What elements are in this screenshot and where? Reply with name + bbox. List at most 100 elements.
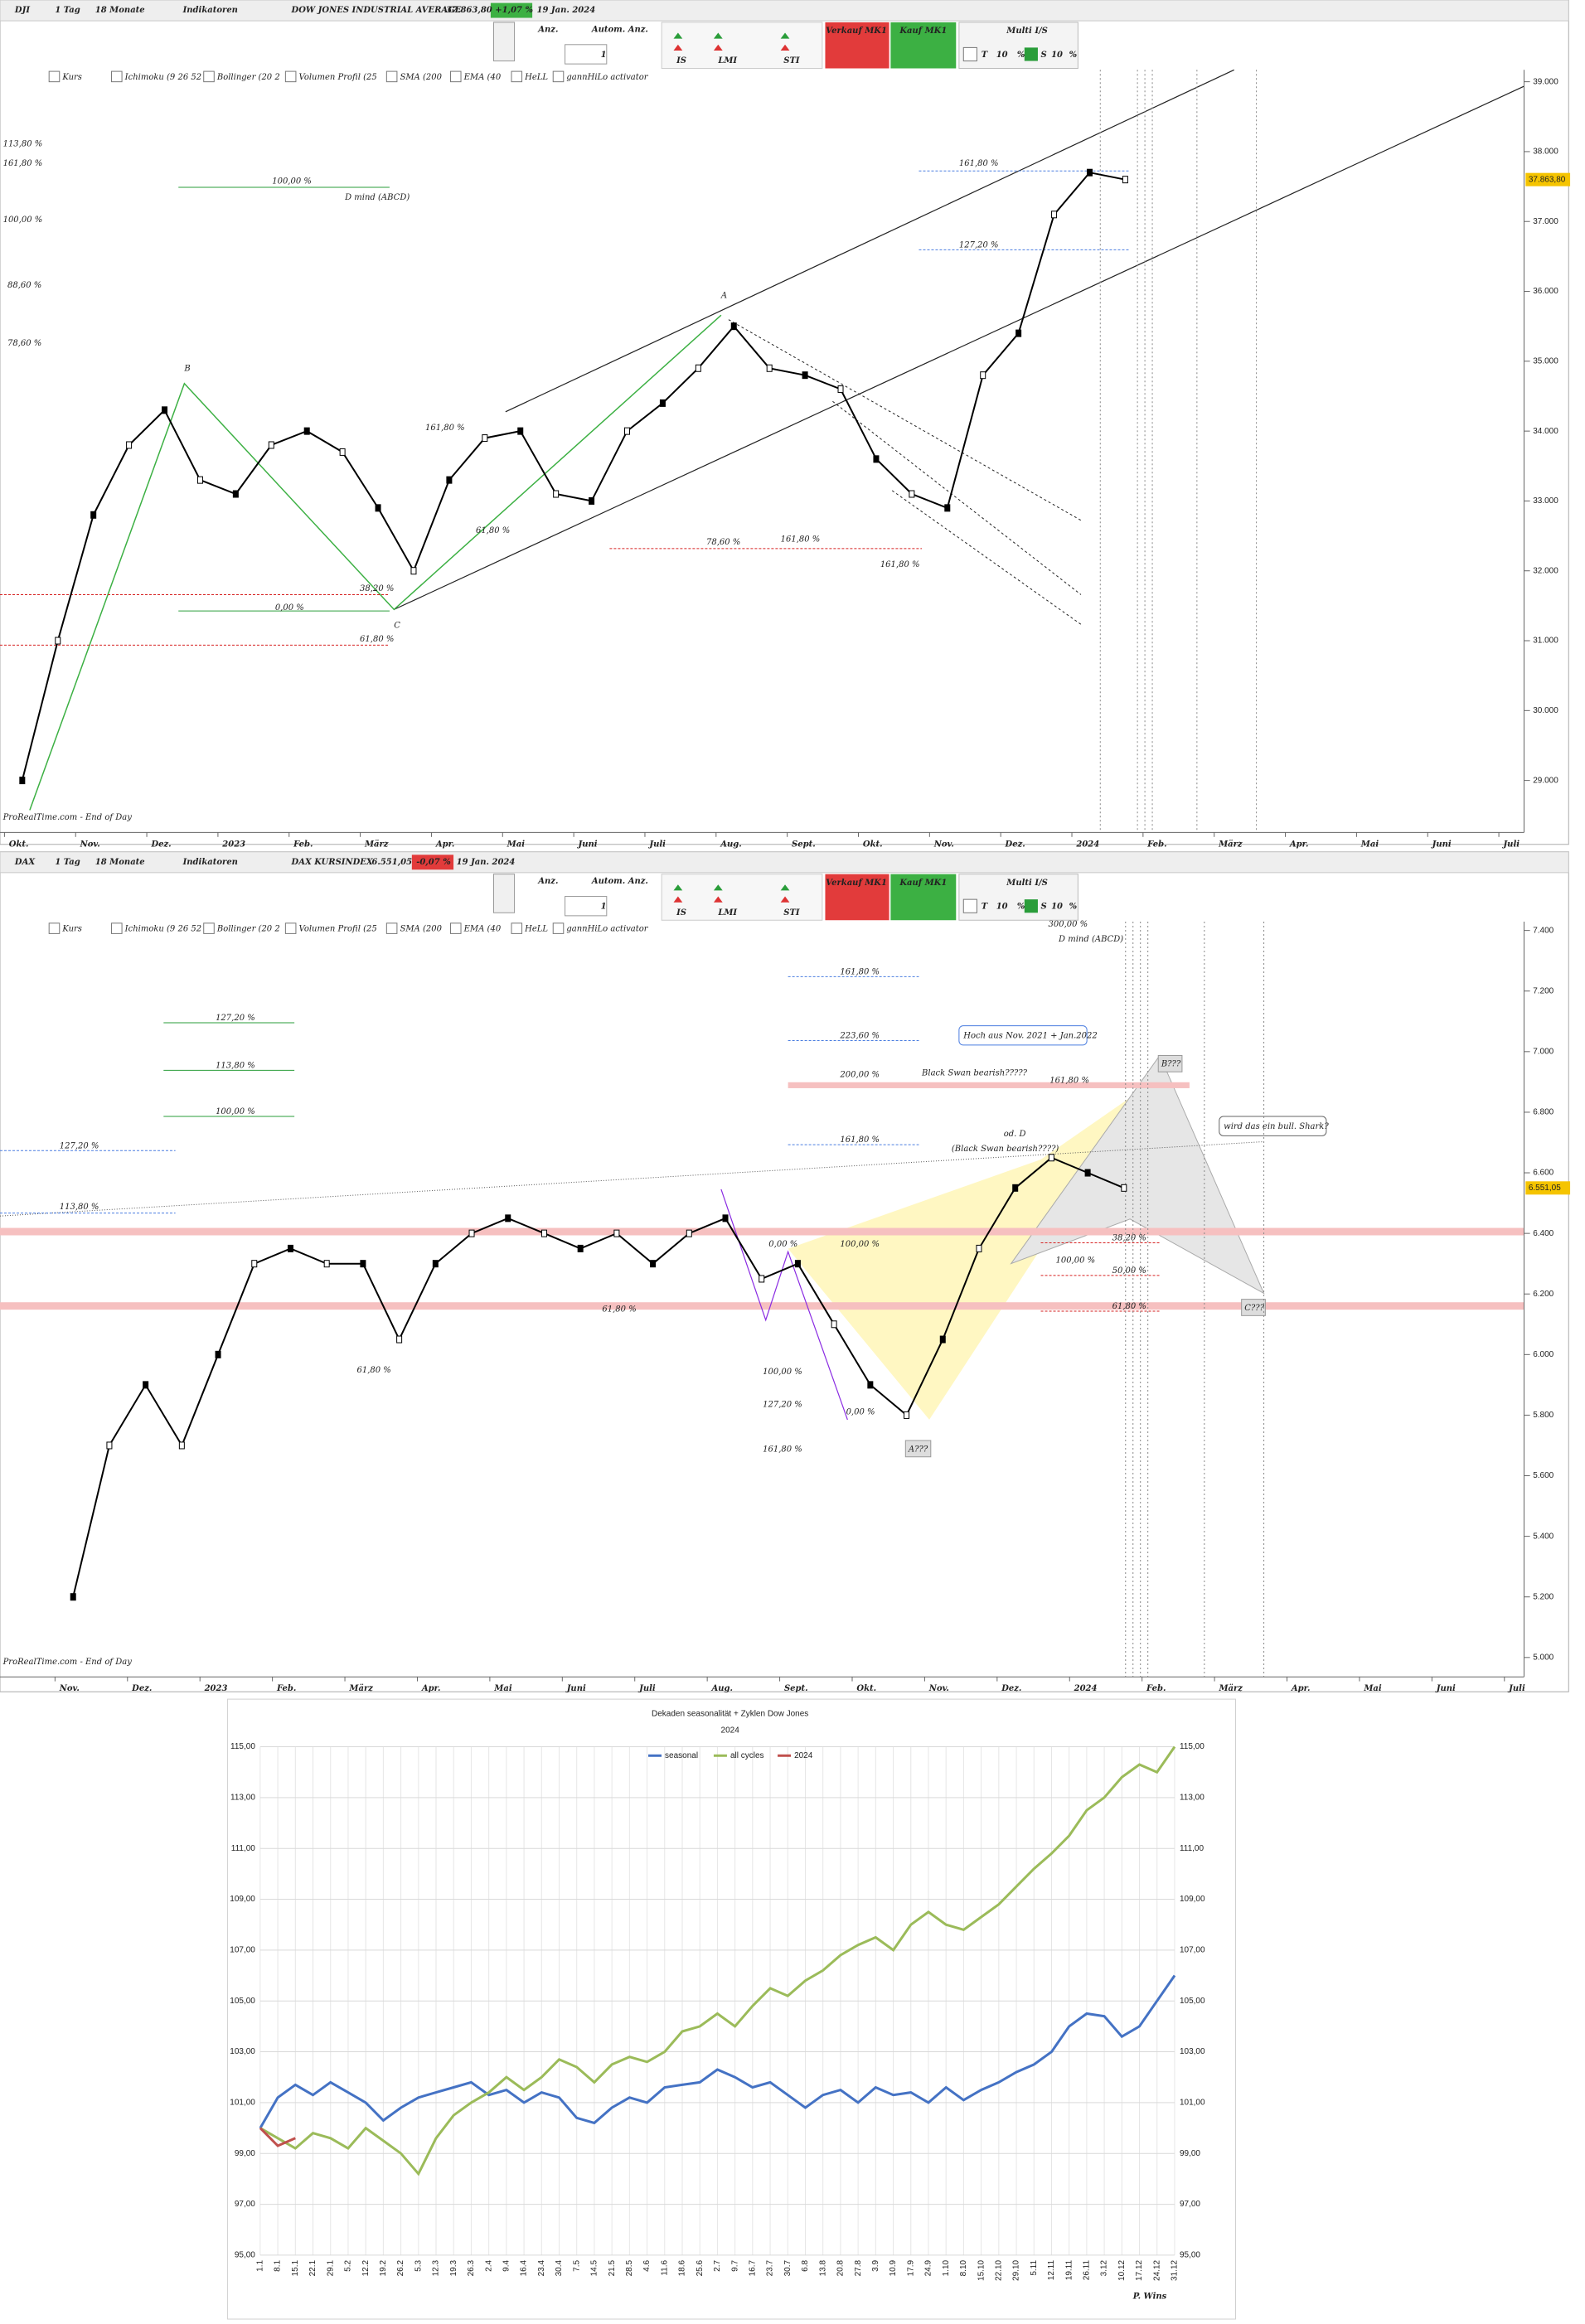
icon-box[interactable] bbox=[492, 22, 516, 62]
toolbar-label[interactable]: STI bbox=[783, 908, 800, 917]
indicator-checkbox[interactable] bbox=[552, 922, 565, 934]
toolbar-label[interactable]: % bbox=[1069, 51, 1078, 60]
price-candle bbox=[650, 1260, 657, 1268]
indicator-checkbox[interactable] bbox=[449, 70, 462, 83]
toolbar-label[interactable]: 10 bbox=[996, 51, 1008, 60]
toolbar-label[interactable]: 10 bbox=[996, 903, 1008, 912]
indicator-checkbox[interactable] bbox=[111, 70, 123, 83]
x-tick-label: 19.2 bbox=[379, 2259, 388, 2276]
x-tick-label: Nov. bbox=[80, 840, 100, 849]
price-candle bbox=[482, 434, 488, 443]
toolbar-label[interactable]: S bbox=[1041, 903, 1047, 912]
y-tick-label: 7.200 bbox=[1533, 986, 1553, 995]
indicator-checkbox[interactable] bbox=[203, 70, 215, 83]
annotation: A??? bbox=[908, 1445, 928, 1454]
decoration bbox=[0, 1227, 1524, 1236]
buy-button[interactable] bbox=[890, 874, 957, 921]
decoration bbox=[29, 314, 722, 811]
x-tick-label: 2024 bbox=[1074, 1684, 1098, 1693]
indicator-label: Volumen Profil (25 bbox=[299, 925, 377, 934]
toolbar-label[interactable]: IS bbox=[676, 908, 686, 917]
indicator-checkbox[interactable] bbox=[48, 922, 61, 934]
arrow-icon bbox=[713, 896, 723, 903]
toolbar-label[interactable]: 1 bbox=[601, 51, 607, 60]
toolbar-label[interactable]: DAX bbox=[14, 858, 36, 867]
x-tick-label: 14.5 bbox=[590, 2259, 599, 2276]
toolbar-label[interactable]: T bbox=[982, 51, 989, 60]
toolbar-label[interactable]: 18 Monate bbox=[95, 858, 145, 867]
x-tick-label: Okt. bbox=[863, 840, 883, 849]
toolbar-label[interactable]: Verkauf MK1 bbox=[826, 27, 887, 36]
price-candle bbox=[1015, 329, 1022, 337]
chart-title: Dekaden seasonalität + Zyklen Dow Jones bbox=[652, 1710, 808, 1719]
toolbar-label[interactable]: S bbox=[1041, 51, 1047, 60]
price-candle bbox=[232, 490, 239, 498]
y-tick-label: 6.400 bbox=[1533, 1229, 1553, 1238]
y-tick-label: 5.000 bbox=[1533, 1653, 1553, 1662]
toolbar-label[interactable]: Autom. Anz. bbox=[591, 25, 648, 34]
toolbar-label: 19 Jan. 2024 bbox=[457, 858, 516, 867]
indicator-checkbox[interactable] bbox=[284, 922, 297, 934]
toolbar-label[interactable]: IS bbox=[676, 56, 686, 65]
toolbar-label[interactable]: 18 Monate bbox=[95, 6, 145, 15]
indicator-checkbox[interactable] bbox=[385, 922, 398, 934]
y-tick-label: 34.000 bbox=[1533, 427, 1558, 436]
toolbar-label[interactable]: LMI bbox=[717, 908, 737, 917]
price-candle bbox=[1012, 1184, 1019, 1192]
toolbar-label[interactable]: DJI bbox=[14, 6, 30, 15]
toolbar-label[interactable]: Kauf MK1 bbox=[899, 27, 947, 36]
annotation: C??? bbox=[1244, 1304, 1264, 1313]
toolbar-label[interactable]: T bbox=[982, 903, 989, 912]
price-tag-label: 6.551,05 bbox=[1529, 1184, 1561, 1193]
annotation: 113,80 % bbox=[216, 1062, 255, 1071]
annotation: 127,20 % bbox=[216, 1014, 255, 1023]
toolbar-label[interactable]: Autom. Anz. bbox=[591, 877, 648, 886]
toolbar-label[interactable]: 1 Tag bbox=[55, 858, 80, 867]
y-tick-label: 6.600 bbox=[1533, 1169, 1553, 1178]
indicator-checkbox[interactable] bbox=[449, 922, 462, 934]
price-candle bbox=[90, 511, 97, 519]
toolbar-label[interactable]: 1 bbox=[601, 903, 607, 912]
y-tick-label: 35.000 bbox=[1533, 356, 1558, 366]
toolbar-label[interactable]: STI bbox=[783, 56, 800, 65]
toolbar-label[interactable]: Kauf MK1 bbox=[899, 879, 947, 888]
toolbar-label[interactable]: LMI bbox=[717, 56, 737, 65]
indicator-checkbox[interactable] bbox=[552, 70, 565, 83]
x-tick-label: 16.7 bbox=[748, 2259, 757, 2276]
indicator-checkbox[interactable] bbox=[385, 70, 398, 83]
toolbar-label[interactable]: 10 bbox=[1051, 903, 1063, 912]
price-candle bbox=[831, 1320, 837, 1329]
buy-button[interactable] bbox=[890, 22, 957, 69]
toolbar-label[interactable]: 1 Tag bbox=[55, 6, 80, 15]
y2-tick-label: 107,00 bbox=[1180, 1946, 1205, 1955]
indicator-checkbox[interactable] bbox=[203, 922, 215, 934]
x-tick-label: 18.6 bbox=[678, 2259, 687, 2276]
indicator-checkbox[interactable] bbox=[48, 70, 61, 83]
price-candle bbox=[375, 504, 381, 512]
toolbar-label[interactable]: % bbox=[1017, 51, 1025, 60]
toolbar-label[interactable]: % bbox=[1017, 903, 1025, 912]
toolbar-label[interactable]: % bbox=[1069, 903, 1078, 912]
toolbar-label[interactable]: Indikatoren bbox=[182, 858, 238, 867]
toolbar-label[interactable]: Verkauf MK1 bbox=[826, 879, 887, 888]
indicator-label: HeLL bbox=[524, 73, 548, 82]
toolbar-label[interactable]: Anz. bbox=[537, 25, 558, 34]
x-tick-label: 15.1 bbox=[291, 2259, 300, 2276]
x-tick-label: 2023 bbox=[204, 1684, 228, 1693]
indicator-label: EMA (40 bbox=[463, 73, 502, 82]
toolbar-label[interactable]: Multi I/S bbox=[1006, 27, 1048, 36]
indicator-checkbox[interactable] bbox=[111, 922, 123, 934]
sell-button[interactable] bbox=[825, 874, 889, 921]
y-tick-label: 5.800 bbox=[1533, 1411, 1553, 1420]
toolbar-label[interactable]: Indikatoren bbox=[182, 6, 238, 15]
multi-box bbox=[958, 874, 1078, 921]
icon-box[interactable] bbox=[492, 874, 516, 913]
indicator-checkbox[interactable] bbox=[511, 70, 523, 83]
x-tick-label: Mai bbox=[1360, 840, 1379, 849]
toolbar-label[interactable]: 10 bbox=[1051, 51, 1063, 60]
sell-button[interactable] bbox=[825, 22, 889, 69]
indicator-checkbox[interactable] bbox=[284, 70, 297, 83]
toolbar-label[interactable]: Anz. bbox=[537, 877, 558, 886]
toolbar-label[interactable]: Multi I/S bbox=[1006, 879, 1048, 888]
indicator-checkbox[interactable] bbox=[511, 922, 523, 934]
